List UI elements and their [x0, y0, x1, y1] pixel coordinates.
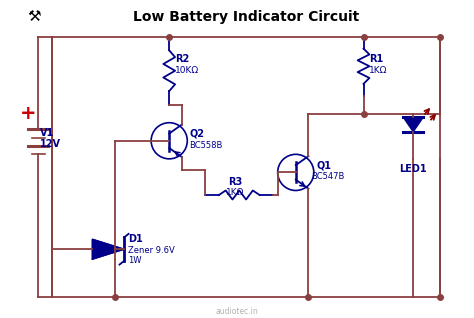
Text: Low Battery Indicator Circuit: Low Battery Indicator Circuit [133, 10, 359, 24]
Text: R2: R2 [174, 54, 189, 65]
Text: R3: R3 [228, 177, 242, 187]
Text: BC547B: BC547B [311, 172, 345, 182]
Text: 1W: 1W [128, 257, 141, 266]
Text: 1KΩ: 1KΩ [226, 188, 244, 197]
Polygon shape [403, 117, 423, 132]
Text: 10KΩ: 10KΩ [174, 66, 199, 75]
Text: BC558B: BC558B [190, 141, 223, 150]
Polygon shape [92, 239, 124, 259]
Text: audiotec.in: audiotec.in [216, 307, 258, 316]
Text: ⚒: ⚒ [27, 9, 40, 24]
Text: LED1: LED1 [400, 164, 427, 174]
Text: 12V: 12V [40, 139, 62, 149]
Text: V1: V1 [40, 128, 55, 138]
Text: D1: D1 [128, 234, 143, 244]
Text: Zener 9.6V: Zener 9.6V [128, 245, 174, 255]
Text: R1: R1 [369, 54, 383, 65]
Text: 1KΩ: 1KΩ [369, 66, 387, 75]
Text: Q1: Q1 [316, 161, 331, 171]
Text: Q2: Q2 [190, 129, 205, 139]
Text: +: + [20, 104, 36, 123]
